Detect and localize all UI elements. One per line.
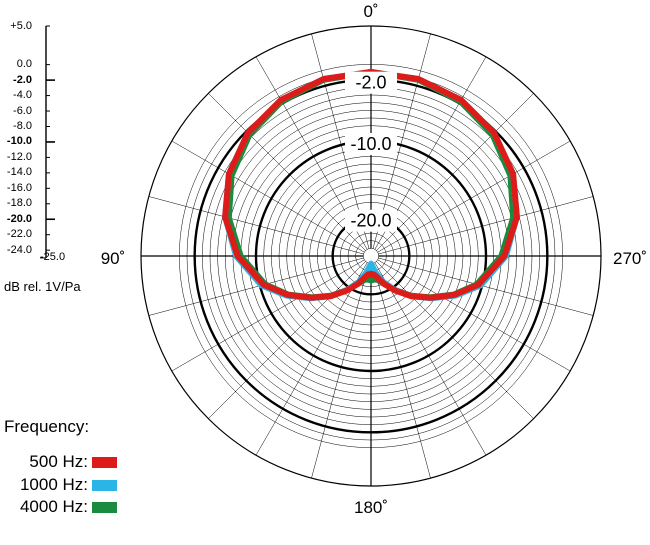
series-line (225, 69, 517, 301)
legend-label: 1000 Hz: (19, 475, 88, 494)
scale-tick-label: 0.0 (16, 58, 32, 71)
series-line (222, 69, 520, 301)
angle-label-0: 0˚ (363, 2, 378, 21)
scale-tick-label: -4.0 (13, 89, 32, 102)
grid-spoke (208, 261, 366, 419)
scale-tick-label: -14.0 (6, 166, 32, 179)
grid-spoke (208, 93, 366, 251)
legend-item-4000hz: 4000 Hz: (0, 497, 120, 517)
legend-swatch (92, 502, 117, 513)
scale-tick-label: -2.0 (13, 73, 32, 86)
grid-spoke (171, 259, 365, 372)
legend-item-500hz: 500 Hz: (0, 452, 120, 472)
ring-label: -10.0 (350, 134, 391, 154)
grid-spoke (378, 196, 594, 255)
scale-tick-label: -22.0 (6, 228, 32, 241)
grid-spoke (171, 140, 365, 253)
ring-label-bg (345, 71, 397, 94)
angle-label-270: 270˚ (613, 249, 647, 268)
scale-tick-label: +5.0 (10, 19, 32, 32)
ring-label: -2.0 (355, 73, 386, 93)
grid-spoke (376, 261, 534, 419)
legend-title: Frequency: (4, 417, 90, 436)
ring-label: -20.0 (350, 211, 391, 231)
grid-spoke (377, 259, 571, 372)
legend-swatch (92, 457, 117, 468)
scale-tick-label: -8.0 (13, 119, 32, 132)
legend-swatch (92, 480, 117, 491)
angle-labels: 0˚ 90˚ 180˚ 270˚ (101, 2, 647, 517)
scale-bottom-label: -25.0 (40, 251, 66, 263)
scale-tick-label: -16.0 (6, 181, 32, 194)
grid-spoke (311, 263, 370, 479)
angle-label-90: 90˚ (101, 249, 126, 268)
scale-tick-label: -10.0 (6, 135, 32, 148)
grid-spoke (148, 196, 364, 255)
grid-spoke (378, 257, 594, 316)
ring-labels: -2.0 -10.0 -20.0 (345, 71, 397, 232)
polar-grid (140, 25, 602, 487)
grid-spoke (372, 263, 431, 479)
legend-item-1000hz: 1000 Hz: (0, 475, 120, 495)
scale-axis (40, 25, 55, 259)
scale-tick-label: -6.0 (13, 104, 32, 117)
angle-label-180: 180˚ (354, 498, 388, 517)
grid-spoke (376, 93, 534, 251)
ring-label-bg (345, 209, 397, 232)
legend-label: 4000 Hz: (19, 497, 88, 516)
grid-spoke (255, 262, 368, 456)
ring-label-bg (345, 133, 397, 155)
legend-label: 500 Hz: (29, 452, 88, 471)
grid-spoke (148, 257, 364, 316)
grid-spoke (377, 140, 571, 253)
unit-label: dB rel. 1V/Pa (4, 279, 81, 294)
grid-spoke (374, 262, 487, 456)
scale-tick-label: -20.0 (6, 212, 32, 225)
scale-tick-label: -12.0 (6, 150, 32, 163)
scale-tick-label: -18.0 (6, 197, 32, 210)
scale-tick-label: -24.0 (6, 243, 32, 256)
polar-curves (222, 69, 520, 302)
